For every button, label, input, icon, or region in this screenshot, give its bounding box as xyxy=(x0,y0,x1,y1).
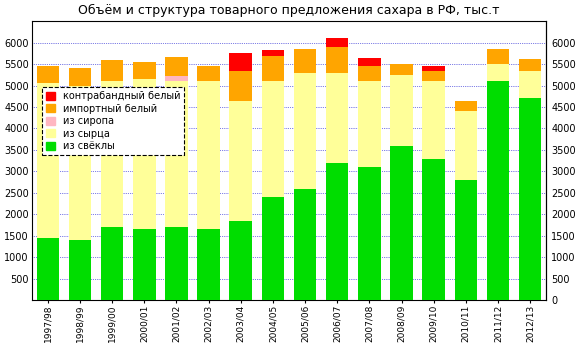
Title: Объём и структура товарного предложения сахара в РФ, тыс.т: Объём и структура товарного предложения … xyxy=(78,4,500,17)
Bar xyxy=(358,81,380,167)
Bar xyxy=(519,71,541,99)
Bar xyxy=(326,163,349,300)
Bar xyxy=(390,146,413,300)
Bar xyxy=(422,158,445,300)
Bar xyxy=(422,81,445,158)
Bar xyxy=(390,75,413,146)
Bar xyxy=(294,73,316,189)
Bar xyxy=(68,85,91,240)
Bar xyxy=(165,81,188,227)
Bar xyxy=(455,180,477,300)
Bar xyxy=(455,101,477,111)
Bar xyxy=(230,101,252,221)
Bar xyxy=(230,221,252,300)
Bar xyxy=(165,76,188,81)
Bar xyxy=(165,227,188,300)
Bar xyxy=(262,197,284,300)
Legend: контрабандный белый, импортный белый, из сиропа, из сырца, из свёклы: контрабандный белый, импортный белый, из… xyxy=(42,88,184,155)
Bar xyxy=(68,69,91,85)
Bar xyxy=(487,81,509,300)
Bar xyxy=(519,99,541,300)
Bar xyxy=(390,64,413,75)
Bar xyxy=(133,229,155,300)
Bar xyxy=(230,71,252,101)
Bar xyxy=(294,189,316,300)
Bar xyxy=(37,238,59,300)
Bar xyxy=(326,47,349,73)
Bar xyxy=(262,50,284,55)
Bar xyxy=(197,81,220,229)
Bar xyxy=(165,57,188,76)
Bar xyxy=(101,81,124,227)
Bar xyxy=(294,49,316,73)
Bar xyxy=(101,227,124,300)
Bar xyxy=(262,81,284,197)
Bar xyxy=(422,71,445,81)
Bar xyxy=(487,64,509,81)
Bar xyxy=(133,62,155,79)
Bar xyxy=(326,73,349,163)
Bar xyxy=(197,66,220,81)
Bar xyxy=(358,66,380,81)
Bar xyxy=(358,58,380,66)
Bar xyxy=(68,240,91,300)
Bar xyxy=(37,66,59,83)
Bar xyxy=(197,229,220,300)
Bar xyxy=(101,60,124,81)
Bar xyxy=(262,55,284,81)
Bar xyxy=(487,49,509,64)
Bar xyxy=(230,53,252,71)
Bar xyxy=(422,66,445,71)
Bar xyxy=(358,167,380,300)
Bar xyxy=(133,79,155,229)
Bar xyxy=(326,38,349,47)
Bar xyxy=(519,58,541,71)
Bar xyxy=(37,83,59,238)
Bar xyxy=(455,111,477,180)
